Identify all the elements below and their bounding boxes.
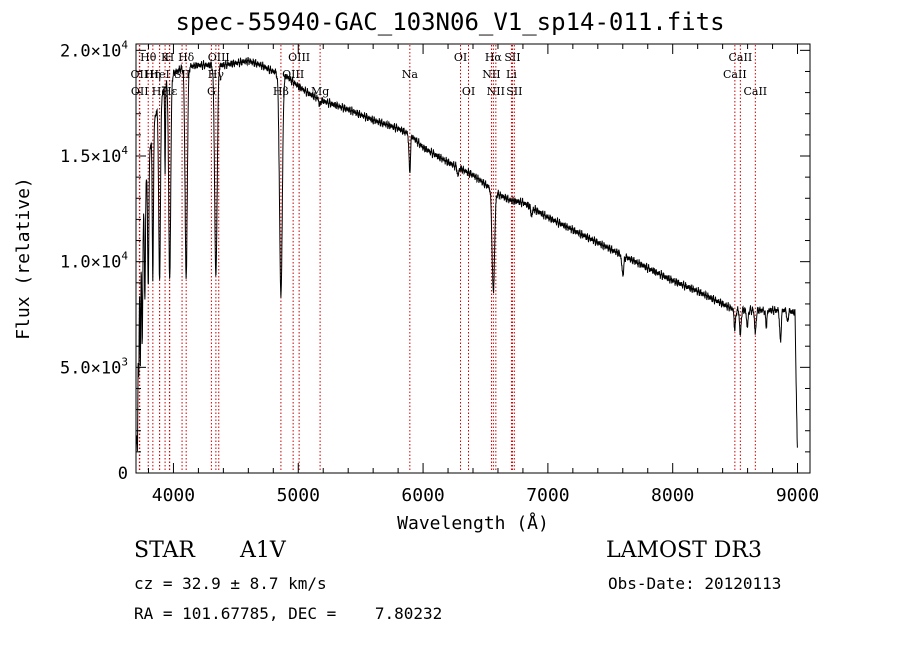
coordinates: RA = 101.67785, DEC = 7.80232	[134, 604, 443, 623]
line-label-27: CaII	[723, 68, 747, 81]
object-subclass: A1V	[240, 538, 286, 563]
line-label-28: CaII	[729, 51, 753, 64]
line-label-9: SII	[174, 68, 190, 81]
line-label-16: OIII	[288, 51, 310, 64]
line-label-14: Hβ	[273, 85, 289, 98]
y-tick-mantissa-2: 1.0×10	[60, 253, 121, 273]
x-tick-label-1: 5000	[277, 485, 320, 506]
y-tick-mantissa-0: 0	[118, 464, 128, 484]
y-tick-label-4: 2.0×104	[60, 38, 128, 61]
line-label-17: Mg	[311, 85, 329, 98]
y-tick-mantissa-4: 2.0×10	[60, 41, 121, 61]
line-label-5: HeI	[149, 68, 169, 81]
chart-title: spec-55940-GAC_103N06_V1_sp14-011.fits	[175, 8, 725, 36]
y-tick-label-1: 5.0×103	[60, 355, 128, 378]
x-tick-label-2: 6000	[401, 485, 444, 506]
line-label-15: OIII	[282, 68, 304, 81]
line-label-29: CaII	[743, 85, 767, 98]
x-tick-label-4: 8000	[651, 485, 694, 506]
y-tick-mantissa-1: 5.0×10	[60, 358, 121, 378]
plot-frame	[135, 43, 811, 474]
line-label-0: Hθ	[140, 51, 157, 64]
line-label-6: K	[161, 51, 170, 64]
x-tick-label-3: 7000	[526, 485, 569, 506]
line-label-3: Hη	[145, 68, 161, 81]
y-axis-label: Flux (relative)	[13, 177, 34, 340]
line-label-22: Hα	[485, 51, 503, 64]
line-label-11: G	[207, 85, 216, 98]
line-label-19: OI	[454, 51, 467, 64]
line-label-10: Hδ	[178, 51, 195, 64]
y-tick-label-3: 1.5×104	[60, 144, 128, 167]
line-label-26: SII	[506, 85, 522, 98]
line-label-4: Hζ	[152, 85, 168, 98]
line-label-21: NII	[482, 68, 500, 81]
line-label-8: Hε	[162, 85, 178, 98]
x-tick-label-0: 4000	[152, 485, 195, 506]
object-class: STAR	[134, 538, 195, 563]
line-label-23: NII	[487, 85, 505, 98]
line-label-12: Hγ	[208, 68, 225, 81]
line-label-24: Li	[506, 68, 517, 81]
line-label-25: SII	[504, 51, 520, 64]
y-tick-label-0: 0	[118, 464, 128, 484]
line-label-7: H	[165, 51, 175, 64]
line-label-18: Na	[402, 68, 419, 81]
y-tick-exponent-1: 3	[121, 355, 128, 368]
y-tick-mantissa-3: 1.5×10	[60, 147, 121, 167]
redshift-velocity: cz = 32.9 ± 8.7 km/s	[134, 574, 327, 593]
survey-name: LAMOST DR3	[606, 538, 762, 563]
y-tick-exponent-4: 4	[121, 38, 128, 51]
line-label-13: OIII	[208, 51, 230, 64]
spectrum-series-line	[136, 56, 798, 452]
x-axis-label: Wavelength (Å)	[397, 512, 549, 534]
y-tick-exponent-3: 4	[121, 144, 128, 157]
line-label-20: OI	[462, 85, 475, 98]
y-tick-label-2: 1.0×104	[60, 250, 128, 273]
line-label-2: OII	[131, 85, 149, 98]
y-tick-exponent-2: 4	[121, 250, 128, 263]
x-tick-label-5: 9000	[776, 485, 819, 506]
observation-date: Obs-Date: 20120113	[608, 574, 782, 593]
line-label-1: OII	[131, 68, 149, 81]
